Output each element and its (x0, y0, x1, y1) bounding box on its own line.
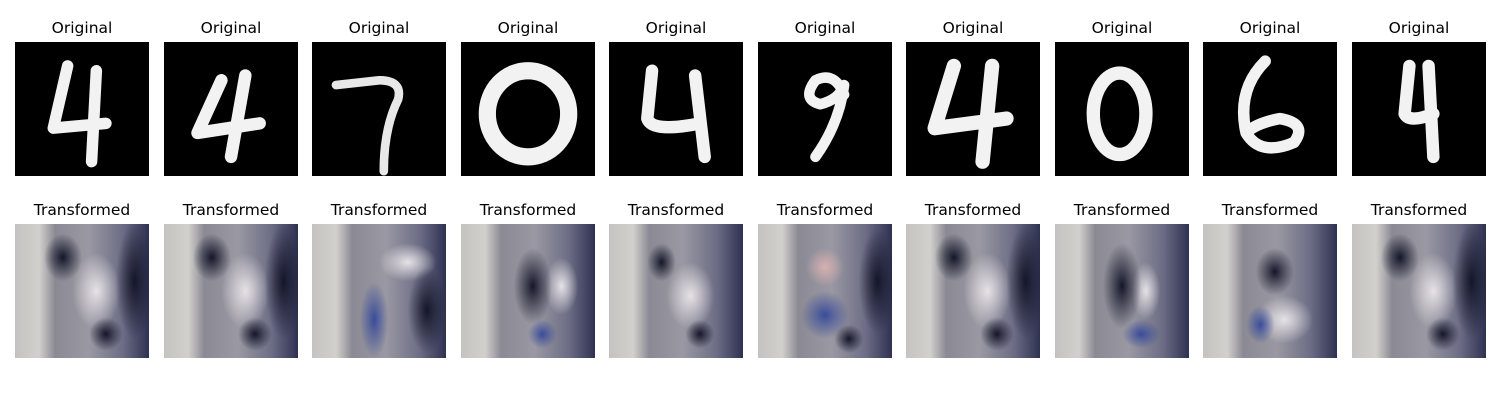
panel-title: Original (1388, 19, 1450, 37)
panel-title: Transformed (627, 201, 725, 219)
original-panel: Original (312, 18, 446, 176)
original-panel: Original (1055, 18, 1189, 176)
transformed-panel: Transformed (1055, 200, 1189, 358)
panel-title: Transformed (924, 201, 1022, 219)
transformed-panel: Transformed (15, 200, 149, 358)
panel-title: Original (942, 19, 1004, 37)
original-panel: Original (1203, 18, 1337, 176)
original-digit-image (609, 42, 743, 176)
original-digit-image (758, 42, 892, 176)
original-panel: Original (1352, 18, 1486, 176)
transformed-image (1055, 224, 1189, 358)
panel-title: Transformed (1221, 201, 1319, 219)
panel-title: Transformed (1073, 201, 1171, 219)
original-digit-image (15, 42, 149, 176)
original-panel: Original (758, 18, 892, 176)
transformed-panel: Transformed (1352, 200, 1486, 358)
original-digit-image (312, 42, 446, 176)
transformed-image (1352, 224, 1486, 358)
original-digit-image (164, 42, 298, 176)
transformed-image (312, 224, 446, 358)
transformed-image (906, 224, 1040, 358)
panel-title: Transformed (479, 201, 577, 219)
panel-title: Original (200, 19, 262, 37)
original-panel: Original (164, 18, 298, 176)
transformed-image (15, 224, 149, 358)
original-panel: Original (609, 18, 743, 176)
panel-title: Transformed (776, 201, 874, 219)
original-panel: Original (906, 18, 1040, 176)
panel-title: Original (645, 19, 707, 37)
panel-title: Original (497, 19, 559, 37)
transformed-panel: Transformed (461, 200, 595, 358)
original-digit-image (1203, 42, 1337, 176)
transformed-image (758, 224, 892, 358)
panel-title: Transformed (33, 201, 131, 219)
panel-title: Original (1091, 19, 1153, 37)
panel-title: Original (794, 19, 856, 37)
original-digit-image (906, 42, 1040, 176)
panel-title: Original (348, 19, 410, 37)
panel-title: Transformed (330, 201, 428, 219)
transformed-panel: Transformed (312, 200, 446, 358)
transformed-panel: Transformed (758, 200, 892, 358)
original-digit-image (1352, 42, 1486, 176)
original-digit-image (461, 42, 595, 176)
panel-title: Original (51, 19, 113, 37)
panel-title: Original (1239, 19, 1301, 37)
transformed-panel: Transformed (609, 200, 743, 358)
panel-title: Transformed (182, 201, 280, 219)
transformed-image (164, 224, 298, 358)
transformed-image (461, 224, 595, 358)
transformed-image (1203, 224, 1337, 358)
transformed-image (609, 224, 743, 358)
original-panel: Original (461, 18, 595, 176)
panel-title: Transformed (1370, 201, 1468, 219)
original-digit-image (1055, 42, 1189, 176)
original-panel: Original (15, 18, 149, 176)
transformed-panel: Transformed (1203, 200, 1337, 358)
transformed-panel: Transformed (164, 200, 298, 358)
transformed-panel: Transformed (906, 200, 1040, 358)
